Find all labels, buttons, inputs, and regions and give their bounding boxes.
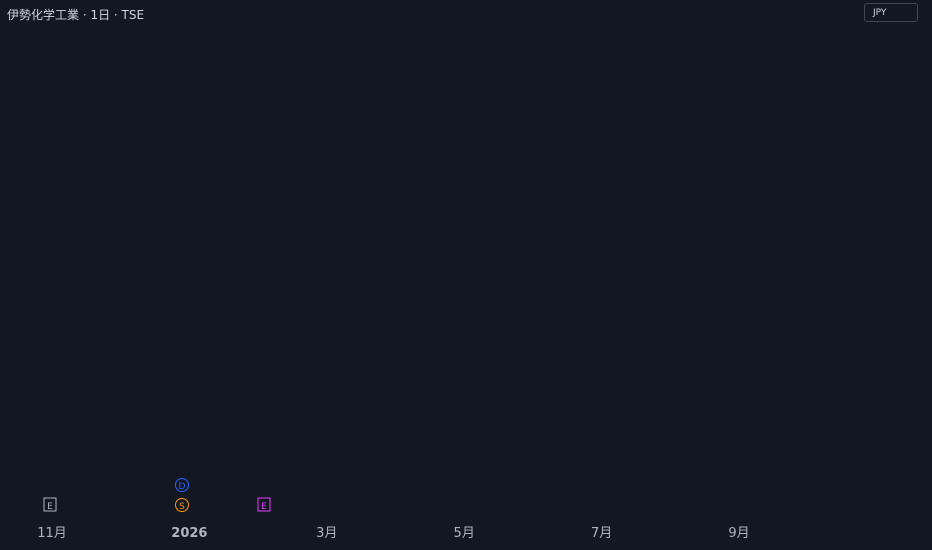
x-axis-tick-label: 9月 bbox=[728, 526, 749, 541]
event-marker-letter: E bbox=[261, 502, 267, 512]
x-axis-tick-label: 7月 bbox=[591, 526, 612, 541]
event-marker bbox=[257, 497, 271, 512]
event-marker bbox=[175, 478, 189, 492]
x-axis-tick-label: 11月 bbox=[37, 526, 67, 541]
event-marker bbox=[175, 498, 189, 512]
x-axis-tick-label: 3月 bbox=[316, 526, 337, 541]
chart-title: 伊勢化学工業 · 1日 · TSE bbox=[7, 8, 145, 22]
event-marker-letter: S bbox=[179, 502, 185, 512]
x-axis-tick-label: 5月 bbox=[454, 526, 475, 541]
event-marker bbox=[43, 497, 57, 512]
event-marker-letter: D bbox=[179, 482, 186, 492]
event-marker-letter: E bbox=[47, 502, 53, 512]
currency-selector[interactable]: JPY bbox=[864, 3, 918, 22]
x-axis-tick-label: 2026 bbox=[171, 526, 207, 541]
